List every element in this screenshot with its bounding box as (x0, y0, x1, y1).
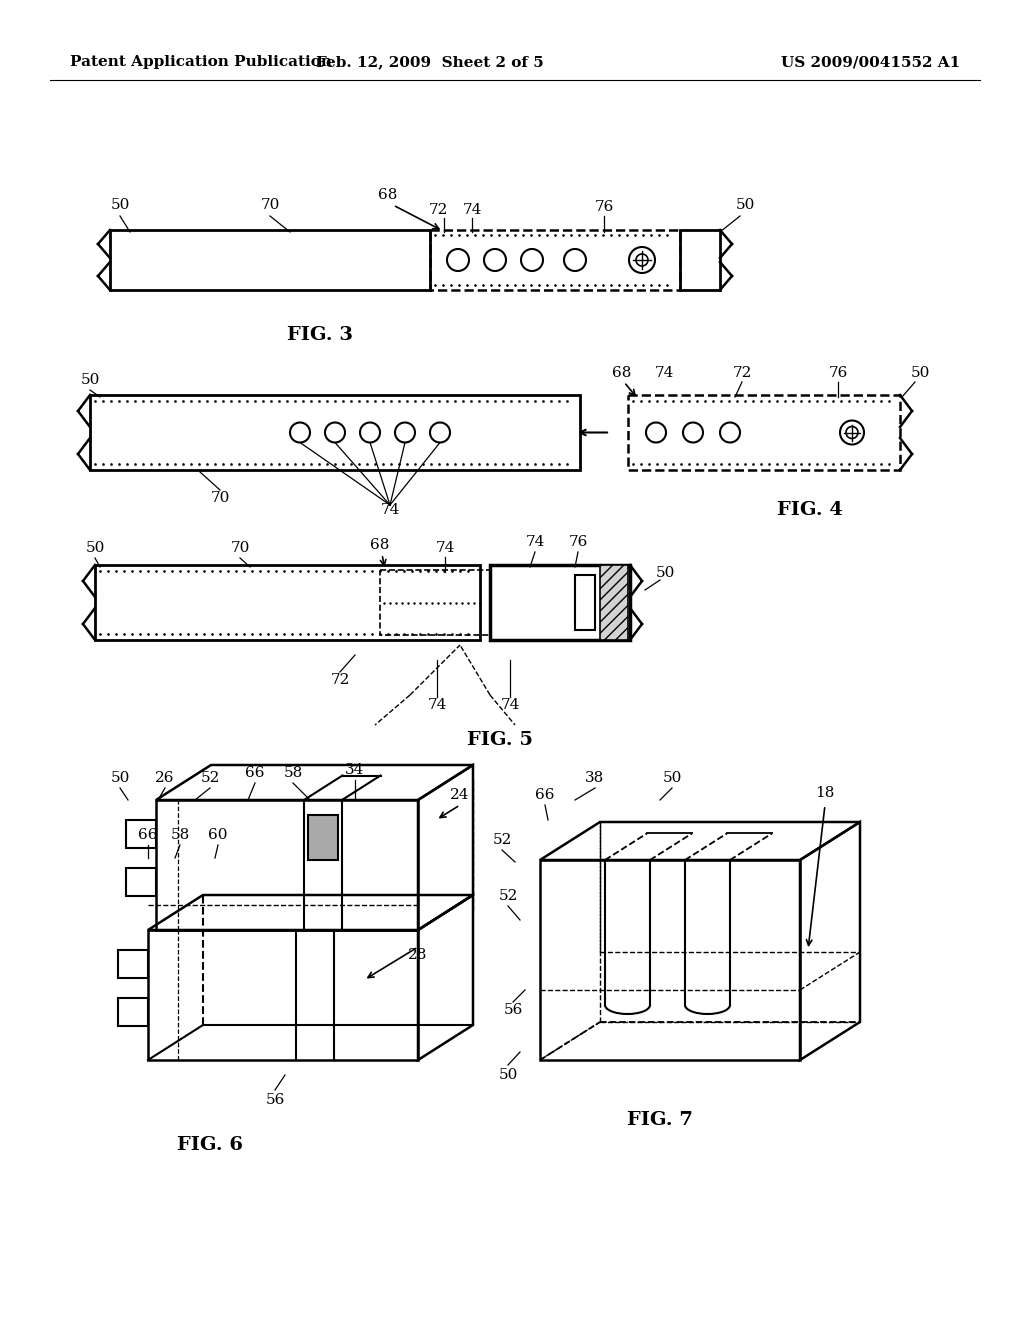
Text: 58: 58 (284, 766, 303, 780)
Bar (628, 395, 900, 470)
Text: 74: 74 (380, 503, 399, 517)
Text: 68: 68 (378, 187, 397, 202)
Bar (126, 869, 156, 896)
Text: 24: 24 (451, 788, 470, 803)
Text: 52: 52 (499, 888, 518, 903)
Text: 60: 60 (208, 828, 227, 842)
Text: 50: 50 (80, 374, 99, 387)
Text: 72: 72 (428, 203, 447, 216)
Text: 28: 28 (409, 948, 428, 962)
Text: FIG. 6: FIG. 6 (177, 1137, 243, 1154)
Text: 76: 76 (568, 535, 588, 549)
Text: 68: 68 (371, 539, 390, 552)
Text: 18: 18 (815, 785, 835, 800)
Text: 56: 56 (504, 1003, 522, 1016)
Text: 66: 66 (246, 766, 265, 780)
Text: 76: 76 (594, 201, 613, 214)
Text: 56: 56 (265, 1093, 285, 1107)
Text: 66: 66 (138, 828, 158, 842)
Text: 50: 50 (111, 771, 130, 785)
Text: 74: 74 (501, 698, 520, 711)
Bar (110, 230, 430, 290)
Text: 58: 58 (170, 828, 189, 842)
Bar (118, 998, 148, 1026)
Bar (90, 395, 580, 470)
Text: 74: 74 (435, 541, 455, 554)
Text: 68: 68 (612, 366, 632, 380)
Bar (575, 576, 595, 630)
Text: FIG. 5: FIG. 5 (467, 731, 534, 748)
Text: 70: 70 (230, 541, 250, 554)
Bar (118, 950, 148, 978)
Text: 26: 26 (156, 771, 175, 785)
Bar (600, 565, 628, 640)
Text: 76: 76 (828, 366, 848, 380)
Text: 52: 52 (493, 833, 512, 847)
Bar (380, 570, 490, 635)
Text: 50: 50 (85, 541, 104, 554)
Text: FIG. 4: FIG. 4 (777, 502, 843, 519)
Bar (95, 565, 480, 640)
Bar (680, 230, 720, 290)
Bar (490, 565, 630, 640)
Bar (126, 820, 156, 847)
Text: 34: 34 (345, 763, 365, 777)
Text: 74: 74 (427, 698, 446, 711)
Text: 50: 50 (111, 198, 130, 213)
Text: 50: 50 (499, 1068, 518, 1082)
Text: 66: 66 (536, 788, 555, 803)
Text: Patent Application Publication: Patent Application Publication (70, 55, 332, 69)
Text: 70: 70 (260, 198, 280, 213)
Text: Feb. 12, 2009  Sheet 2 of 5: Feb. 12, 2009 Sheet 2 of 5 (316, 55, 544, 69)
Text: 70: 70 (210, 491, 229, 506)
Text: US 2009/0041552 A1: US 2009/0041552 A1 (780, 55, 961, 69)
Text: 50: 50 (735, 198, 755, 213)
Text: 50: 50 (655, 566, 675, 579)
Text: 72: 72 (732, 366, 752, 380)
Text: 50: 50 (910, 366, 930, 380)
Text: FIG. 3: FIG. 3 (287, 326, 353, 345)
Text: 50: 50 (663, 771, 682, 785)
Text: 74: 74 (462, 203, 481, 216)
Text: FIG. 7: FIG. 7 (627, 1111, 693, 1129)
Bar (308, 814, 338, 861)
Text: 74: 74 (654, 366, 674, 380)
Bar (430, 230, 680, 290)
Text: 52: 52 (201, 771, 220, 785)
Text: 72: 72 (331, 673, 349, 686)
Text: 74: 74 (525, 535, 545, 549)
Text: 38: 38 (586, 771, 604, 785)
